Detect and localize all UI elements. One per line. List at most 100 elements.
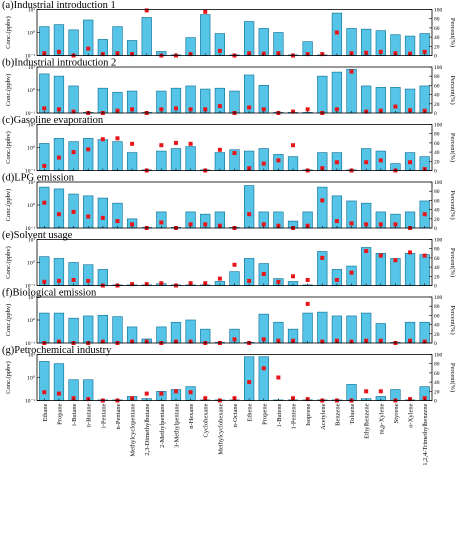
conc-bar [112, 202, 123, 229]
left-tick-label: 10¹ [28, 238, 36, 244]
conc-bar [346, 315, 357, 344]
percent-point [144, 391, 149, 396]
percent-point [422, 49, 427, 54]
percent-point [217, 48, 222, 53]
right-tick-label: 100 [434, 295, 443, 301]
category-label: i-Pentane [100, 403, 107, 428]
left-tick-label: 10¹ [28, 8, 36, 14]
right-axis-label: Percent(%) [449, 363, 456, 392]
conc-bar [39, 186, 50, 229]
right-tick-label: 20 [434, 44, 440, 50]
left-tick-label: 10¹ [28, 353, 36, 359]
left-tick-label: 10⁻¹ [25, 54, 35, 60]
right-tick-label: 80 [434, 189, 440, 195]
category-label: 2,3-Dimethylbutane [144, 403, 151, 455]
conc-bar [317, 311, 328, 344]
panel-title: (f)Biological emission [2, 288, 97, 299]
right-tick-label: 100 [434, 8, 443, 14]
right-tick-label: 60 [434, 256, 440, 262]
percent-point [42, 200, 47, 205]
right-tick-label: 60 [434, 313, 440, 319]
panel-title: (e)Solvent usage [2, 230, 73, 241]
percent-point [203, 222, 208, 227]
conc-bar [361, 247, 372, 286]
percent-point [305, 301, 310, 306]
conc-bar [53, 188, 65, 229]
right-tick-label: 40 [434, 208, 440, 214]
percent-point [291, 338, 296, 343]
right-tick-label: 0 [434, 226, 437, 232]
percent-point [247, 166, 252, 171]
left-tick-label: 10¹ [28, 65, 36, 71]
conc-bar [214, 152, 225, 171]
percent-point [42, 390, 47, 395]
right-axis-label: Percent(%) [449, 18, 456, 47]
conc-bar [53, 138, 65, 171]
category-label: m,p-Xylene [378, 403, 385, 434]
right-tick-label: 100 [434, 123, 443, 129]
percent-point [173, 140, 178, 145]
right-tick-label: 20 [434, 159, 440, 165]
percent-point [71, 209, 76, 214]
percent-point [56, 49, 61, 54]
right-tick-label: 40 [434, 93, 440, 99]
conc-bar [68, 141, 79, 171]
conc-bar [302, 312, 313, 344]
percent-point [232, 396, 237, 401]
right-tick-label: 20 [434, 389, 440, 395]
right-axis-label: Percent(%) [449, 305, 456, 334]
percent-point [291, 274, 296, 279]
category-label: Propane [56, 403, 63, 424]
percent-point [422, 108, 427, 113]
percent-point [261, 107, 266, 112]
panel-title: (b)Industrial introduction 2 [2, 58, 116, 69]
right-tick-label: 0 [434, 341, 437, 347]
percent-point [393, 51, 398, 56]
percent-point [334, 30, 339, 35]
percent-point [86, 147, 91, 152]
conc-bar [112, 316, 123, 344]
panel-a: (a)Industrial introduction 1 10⁻¹ 10⁰ 10¹ 0 2… [2, 0, 456, 60]
category-label: Isoprene [305, 403, 312, 425]
category-label: Benzene [334, 403, 341, 425]
left-tick-label: 10⁰ [27, 202, 36, 209]
category-label: Methylcyclopentane [130, 403, 137, 456]
percent-point [203, 107, 208, 112]
panel-g: (g)Petrochemical industry 10⁻¹ 10⁰ 10¹ 0 20 40… [2, 345, 456, 405]
percent-point [364, 160, 369, 165]
conc-bar [404, 253, 416, 286]
category-label: 1,2,4-Trimethylbenzene [422, 403, 429, 465]
conc-bar [68, 262, 79, 286]
right-tick-label: 80 [434, 74, 440, 80]
percent-point [349, 221, 354, 226]
percent-point [393, 258, 398, 263]
percent-point [422, 396, 427, 401]
percent-point [378, 253, 383, 258]
percent-point [291, 143, 296, 148]
left-tick-label: 10⁰ [27, 260, 36, 267]
category-label: 1-Butene [276, 403, 283, 427]
conc-bar [185, 146, 196, 171]
left-tick-label: 10⁰ [27, 375, 36, 382]
right-tick-label: 20 [434, 332, 440, 338]
category-label: Styrene [393, 403, 400, 423]
conc-bar [273, 154, 284, 171]
percent-point [247, 380, 252, 385]
conc-bar [361, 148, 372, 171]
conc-bar [258, 28, 269, 56]
percent-point [305, 107, 310, 112]
category-label: Toluene [349, 403, 356, 424]
percent-point [71, 396, 76, 401]
percent-point [320, 198, 325, 203]
panel-title: (g)Petrochemical industry [2, 345, 112, 356]
conc-bar [361, 85, 372, 114]
percent-point [100, 137, 105, 142]
conc-bar [39, 26, 50, 56]
percent-point [86, 278, 91, 283]
percent-point [408, 338, 413, 343]
percent-point [56, 212, 61, 217]
conc-bar [258, 148, 269, 171]
percent-point [173, 106, 178, 111]
percent-point [130, 396, 135, 401]
